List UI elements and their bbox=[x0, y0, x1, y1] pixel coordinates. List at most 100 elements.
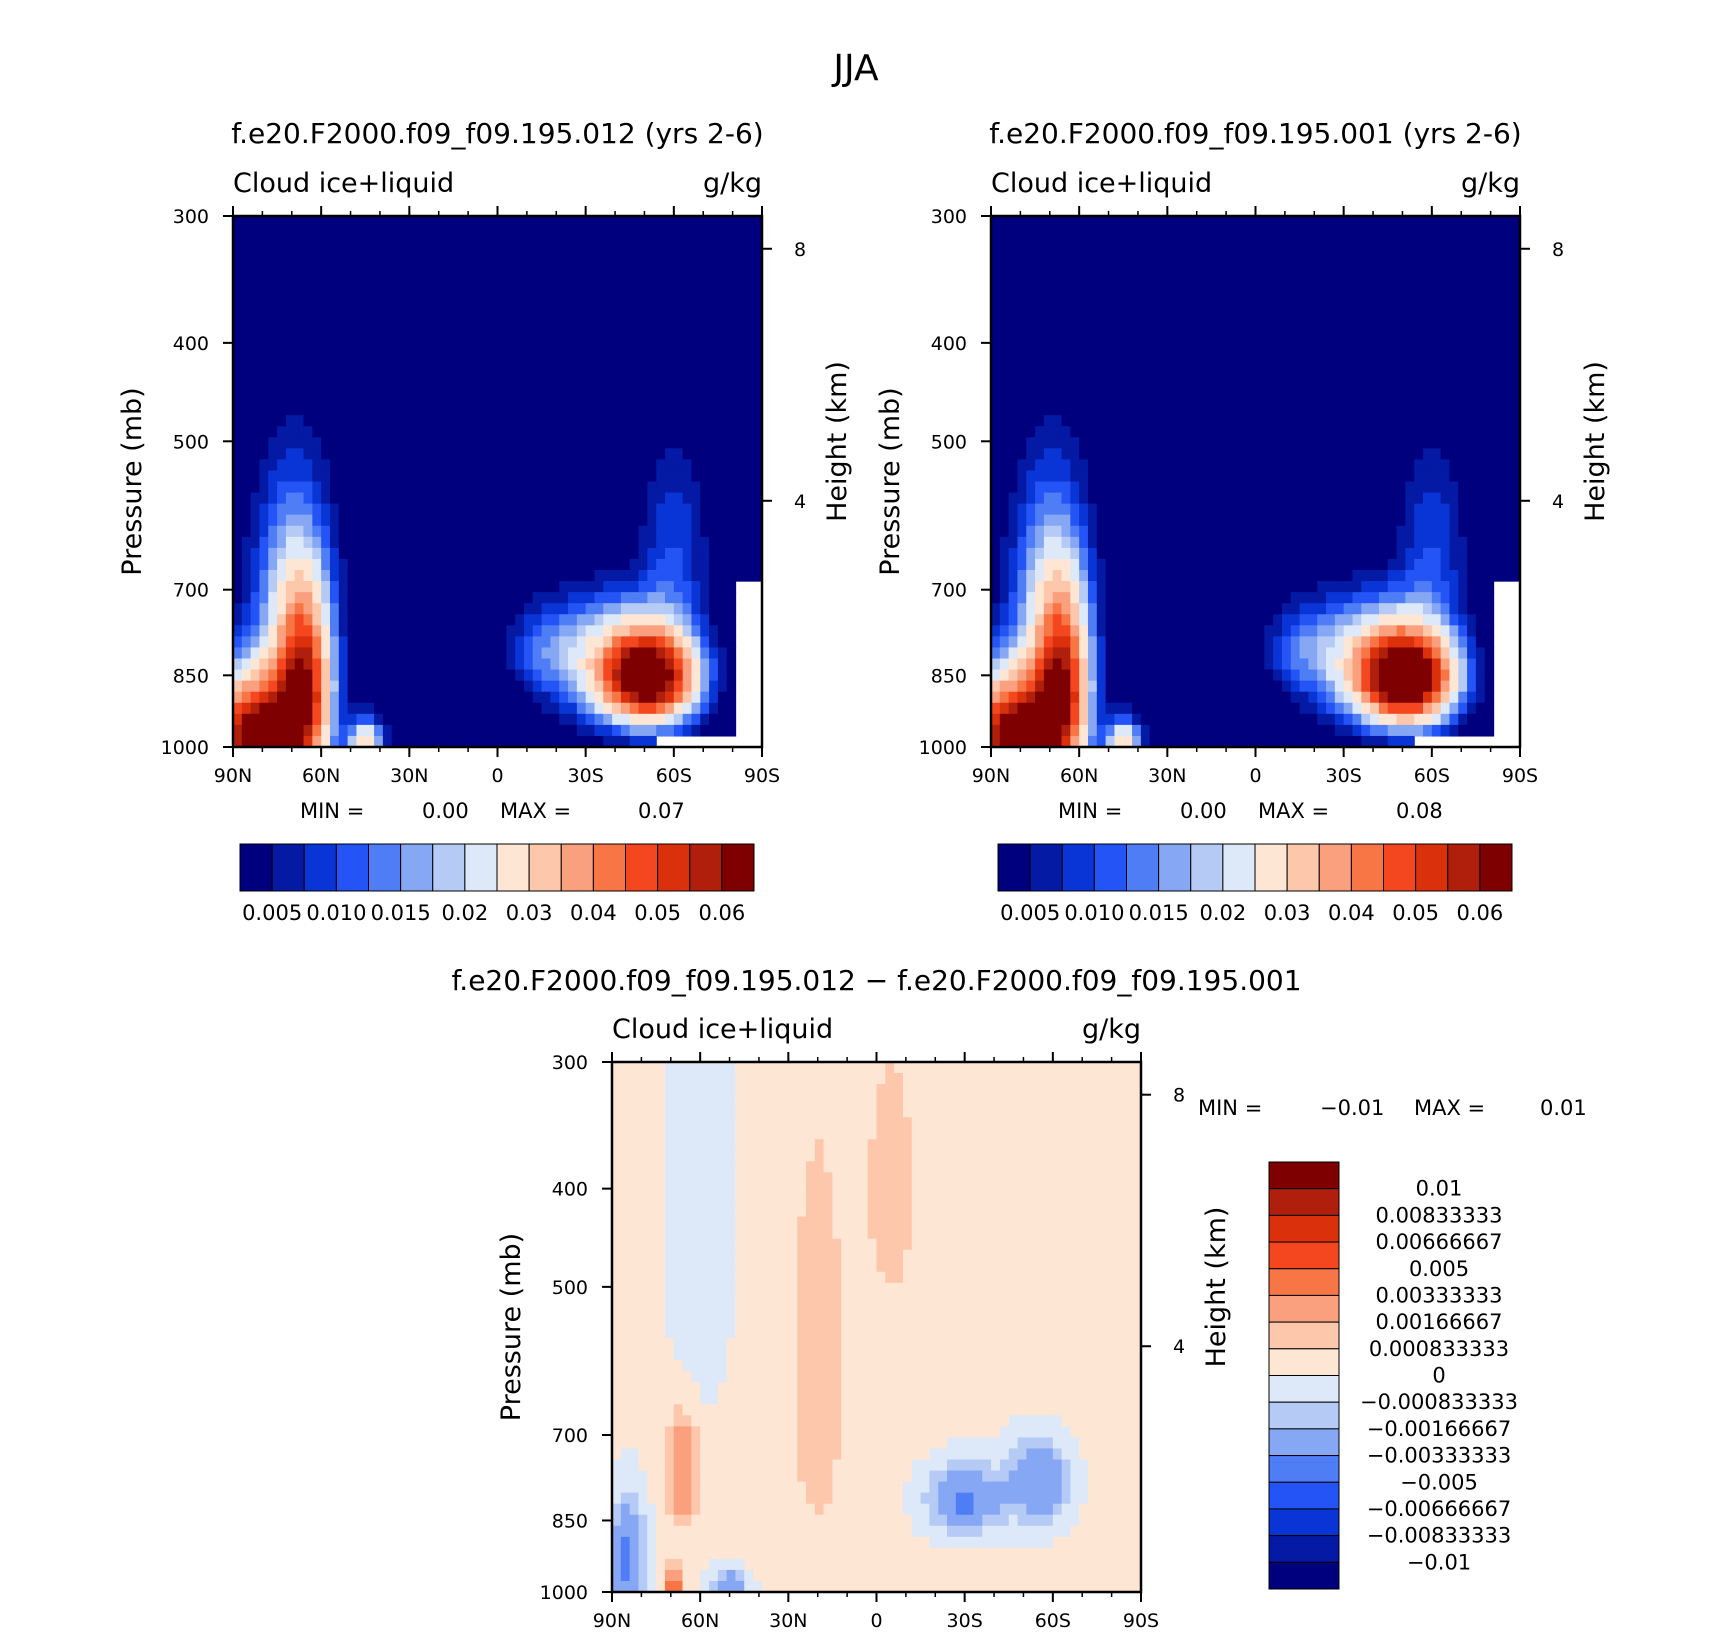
contour-cell bbox=[1299, 426, 1309, 438]
contour-cell bbox=[1255, 426, 1265, 438]
contour-cell bbox=[638, 614, 648, 626]
contour-cell bbox=[1043, 459, 1054, 472]
contour-cell bbox=[259, 658, 269, 671]
contour-cell bbox=[374, 393, 384, 405]
contour-cell bbox=[1220, 547, 1230, 560]
contour-cell bbox=[374, 337, 384, 350]
contour-cell bbox=[391, 525, 402, 538]
contour-cell bbox=[1176, 514, 1186, 527]
contour-cell bbox=[568, 735, 578, 748]
contour-cell bbox=[321, 724, 331, 737]
contour-cell bbox=[250, 547, 261, 560]
contour-cell bbox=[1114, 603, 1124, 615]
contour-cell bbox=[673, 282, 684, 295]
contour-cell bbox=[1017, 470, 1027, 483]
contour-cell bbox=[603, 238, 613, 250]
contour-cell bbox=[497, 381, 507, 394]
contour-cell bbox=[647, 282, 657, 295]
contour-cell bbox=[1334, 614, 1345, 626]
contour-cell bbox=[1255, 625, 1265, 637]
contour-cell bbox=[1149, 227, 1160, 239]
contour-cell bbox=[691, 293, 701, 306]
contour-cell bbox=[1123, 669, 1133, 682]
contour-cell bbox=[594, 260, 604, 272]
contour-cell bbox=[462, 658, 472, 671]
contour-cell bbox=[999, 625, 1010, 637]
contour-cell bbox=[1035, 337, 1045, 350]
contour-cell bbox=[312, 481, 322, 494]
contour-cell bbox=[268, 481, 278, 494]
contour-cell bbox=[1070, 304, 1080, 317]
contour-cell bbox=[532, 492, 543, 505]
contour-cell bbox=[1184, 614, 1195, 626]
contour-cell bbox=[656, 647, 666, 660]
contour-cell bbox=[435, 370, 446, 383]
contour-cell bbox=[515, 370, 525, 383]
contour-cell bbox=[1352, 603, 1362, 615]
contour-cell bbox=[250, 304, 261, 317]
contour-cell bbox=[233, 514, 243, 527]
contour-cell bbox=[665, 570, 675, 582]
contour-cell bbox=[717, 437, 728, 449]
contour-cell bbox=[277, 614, 287, 626]
contour-cell bbox=[285, 381, 296, 394]
contour-cell bbox=[1273, 636, 1283, 649]
contour-cell bbox=[1079, 415, 1089, 427]
contour-cell bbox=[603, 713, 613, 726]
contour-cell bbox=[1105, 448, 1116, 460]
contour-cell bbox=[709, 614, 719, 626]
contour-cell bbox=[1273, 348, 1283, 361]
contour-cell bbox=[1026, 370, 1036, 383]
contour-cell bbox=[1246, 702, 1257, 715]
contour-cell bbox=[682, 393, 693, 405]
contour-cell bbox=[585, 348, 596, 361]
contour-cell bbox=[312, 370, 322, 383]
contour-cell bbox=[488, 735, 499, 748]
contour-cell bbox=[523, 581, 534, 593]
contour-cell bbox=[1343, 326, 1354, 339]
contour-cell bbox=[303, 724, 313, 737]
contour-cell bbox=[1070, 603, 1080, 615]
contour-cell bbox=[647, 381, 657, 394]
contour-cell bbox=[629, 381, 640, 394]
contour-cell bbox=[1008, 304, 1019, 317]
contour-cell bbox=[321, 326, 331, 339]
contour-cell bbox=[365, 271, 375, 283]
contour-cell bbox=[620, 691, 631, 704]
contour-cell bbox=[1308, 227, 1318, 239]
contour-cell bbox=[426, 636, 437, 649]
contour-cell bbox=[709, 581, 719, 593]
contour-cell bbox=[647, 592, 657, 604]
contour-cell bbox=[321, 238, 331, 250]
contour-cell bbox=[418, 393, 428, 405]
contour-cell bbox=[682, 625, 693, 637]
contour-cell bbox=[700, 315, 710, 328]
contour-cell bbox=[338, 448, 349, 460]
contour-cell bbox=[638, 415, 648, 427]
contour-cell bbox=[1052, 603, 1063, 615]
contour-cell bbox=[1299, 437, 1309, 449]
contour-cell bbox=[515, 702, 525, 715]
contour-cell bbox=[1114, 724, 1124, 737]
contour-cell bbox=[506, 326, 516, 339]
contour-cell bbox=[338, 249, 349, 261]
contour-cell bbox=[1008, 570, 1019, 582]
contour-cell bbox=[1334, 260, 1345, 272]
contour-cell bbox=[259, 503, 269, 516]
contour-cell bbox=[1352, 713, 1362, 726]
contour-cell bbox=[1246, 570, 1257, 582]
contour-cell bbox=[1352, 415, 1362, 427]
contour-cell bbox=[259, 680, 269, 693]
contour-cell bbox=[550, 625, 560, 637]
contour-cell bbox=[665, 680, 675, 693]
contour-cell bbox=[1326, 381, 1336, 394]
contour-cell bbox=[1264, 525, 1274, 538]
contour-cell bbox=[391, 492, 402, 505]
contour-cell bbox=[285, 636, 296, 649]
contour-cell bbox=[612, 647, 622, 660]
contour-cell bbox=[1087, 227, 1098, 239]
contour-cell bbox=[999, 216, 1010, 228]
contour-cell bbox=[400, 293, 410, 306]
contour-cell bbox=[1061, 348, 1071, 361]
contour-cell bbox=[647, 326, 657, 339]
